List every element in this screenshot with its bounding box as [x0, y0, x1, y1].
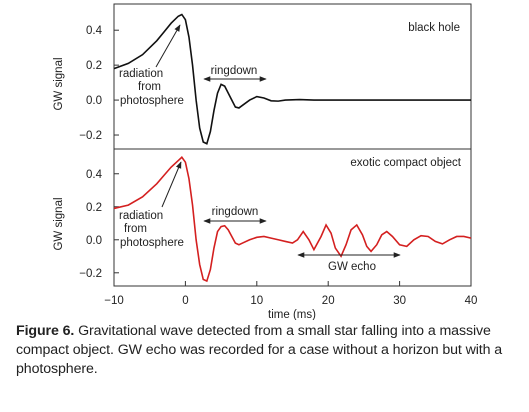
bottom-y-tick-label: 0.4	[86, 169, 103, 181]
x-tick-label: 0	[182, 295, 188, 307]
figure-caption-label: Figure 6.	[16, 323, 75, 339]
top-y-axis-label: GW signal	[53, 57, 65, 110]
figure-caption-text: Gravitational wave detected from a small…	[16, 323, 503, 377]
top-radiation-arrow	[155, 24, 181, 68]
bottom-from-annotation: from	[124, 223, 147, 235]
x-tick-label: −10	[104, 295, 124, 307]
bottom-y-tick-label: −0.2	[79, 268, 102, 280]
top-y-tick-label: 0.0	[86, 95, 102, 107]
bottom-radiation-annotation: radiation	[119, 210, 163, 222]
bottom-panel-frame	[113, 148, 472, 287]
bottom-y-tick-label: 0.0	[86, 235, 102, 247]
top-radiation-annotation: radiation	[119, 68, 163, 80]
bottom-y-axis-label: GW signal	[53, 197, 65, 250]
top-y-tick-label: 0.4	[86, 25, 103, 37]
x-axis-label: time (ms)	[268, 309, 316, 320]
top-photosphere-annotation: photosphere	[120, 95, 184, 107]
top-from-annotation: from	[138, 81, 161, 93]
bottom-photosphere-annotation: photosphere	[120, 237, 184, 249]
figure-caption: Figure 6. Gravitational wave detected fr…	[16, 322, 516, 379]
x-tick-label: 10	[250, 295, 263, 307]
bottom-x-ticks: −10 0 10 20 30 40	[104, 281, 477, 307]
exotic-object-signal-line	[113, 156, 472, 283]
bottom-ringdown-annotation: ringdown	[212, 206, 259, 218]
top-y-tick-label: −0.2	[79, 130, 102, 142]
bottom-radiation-arrow	[161, 161, 182, 208]
bottom-y-tick-label: 0.2	[86, 202, 102, 214]
top-ringdown-annotation: ringdown	[211, 65, 258, 77]
top-panel-label: black hole	[408, 22, 460, 34]
gw-figure-chart: black hole exotic compact object GW sign…	[53, 3, 477, 320]
black-hole-signal-line	[113, 13, 471, 145]
top-y-ticks: 0.4 0.2 0.0 −0.2	[79, 25, 119, 142]
x-tick-label: 20	[322, 295, 335, 307]
bottom-y-ticks: 0.4 0.2 0.0 −0.2	[79, 169, 119, 280]
bottom-panel-label: exotic compact object	[350, 157, 461, 169]
top-y-tick-label: 0.2	[86, 60, 102, 72]
gw-echo-annotation: GW echo	[328, 261, 376, 273]
x-tick-label: 40	[465, 295, 478, 307]
x-tick-label: 30	[393, 295, 406, 307]
